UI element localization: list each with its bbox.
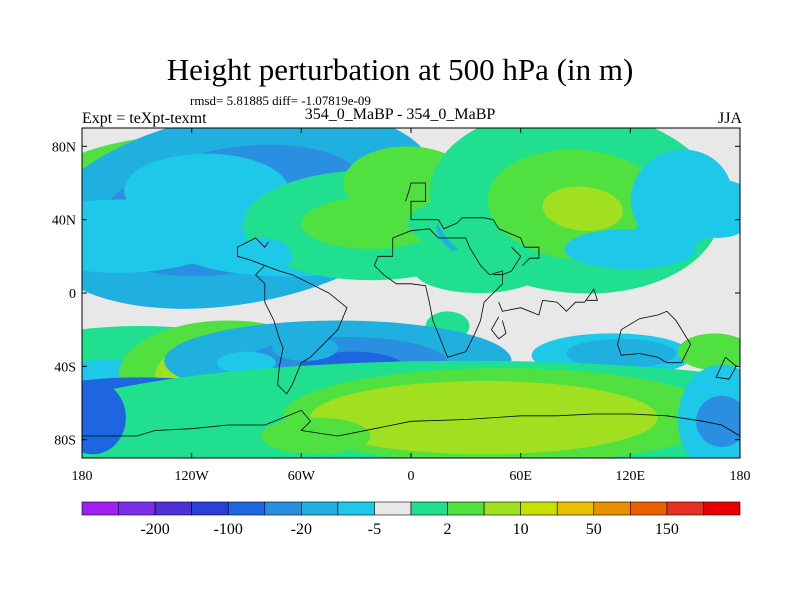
coastline [255, 265, 348, 395]
axes: 180 120W 60W 0 60E 120E 180 80N 40N 0 40S 80S [52, 128, 751, 484]
contour-region [217, 351, 276, 374]
coastline [411, 217, 540, 266]
contour-region [677, 179, 740, 238]
colorbar-label: 50 [586, 521, 602, 538]
colorbar-box [264, 501, 302, 516]
y-tick-label: 80S [54, 434, 76, 449]
colorbar-label: -20 [291, 521, 312, 538]
colorbar-box [227, 501, 266, 516]
contour-region [542, 186, 623, 231]
x-tick-label: 120E [616, 469, 646, 484]
x-tick-label: 60W [288, 469, 316, 484]
colorbar-box [703, 501, 741, 516]
colorbar-box [337, 501, 375, 516]
coastline [715, 356, 737, 380]
y-tick-label: 40S [54, 360, 76, 375]
y-tick-label: 40N [52, 214, 76, 229]
contour-field [82, 128, 740, 458]
colorbar-box [154, 501, 192, 516]
contour-region [677, 333, 740, 370]
season-label: JJA [717, 110, 742, 127]
contour-region [261, 417, 371, 455]
chart-title: Height perturbation at 500 hPa (in m) [166, 52, 634, 87]
case-label: 354_0_MaBP - 354_0_MaBP [304, 106, 496, 123]
colorbar-label: 10 [513, 521, 529, 538]
x-tick-label: 180 [730, 469, 751, 484]
coastline [498, 288, 598, 316]
colorbar-label: -100 [214, 521, 243, 538]
x-tick-label: 180 [72, 469, 93, 484]
colorbar-label: 2 [444, 521, 452, 538]
coastline [493, 246, 522, 276]
x-tick-label: 120W [175, 469, 210, 484]
colorbar-box [483, 501, 521, 516]
coastline [490, 316, 507, 340]
coastline [374, 228, 503, 358]
coastline [405, 182, 426, 220]
colorbar-box [118, 501, 156, 516]
contour-region [272, 335, 338, 361]
coastlines [82, 182, 740, 437]
y-tick-label: 0 [69, 287, 76, 302]
contour-region [632, 219, 677, 257]
colorbar-label: -5 [368, 521, 381, 538]
contour-region [237, 238, 293, 275]
colorbar-box [593, 501, 631, 516]
colorbar-box [556, 501, 595, 516]
colorbar-box [301, 501, 339, 516]
contour-region [566, 338, 677, 369]
colorbar-box [410, 501, 448, 516]
colorbar-box [666, 501, 704, 516]
colorbar: -200 -100 -20 -5 2 10 50 150 [81, 501, 741, 538]
coastline [82, 409, 740, 437]
y-tick-label: 80N [52, 140, 76, 155]
x-tick-label: 60E [509, 469, 532, 484]
x-tick-label: 0 [408, 469, 415, 484]
colorbar-box [374, 501, 412, 516]
colorbar-label: 150 [655, 521, 679, 538]
contour-region [696, 395, 740, 447]
contour-region [310, 381, 658, 455]
colorbar-box [520, 501, 558, 516]
experiment-label: Expt = teXpt-texmt [82, 110, 207, 127]
stats-label: rmsd= 5.81885 diff= -1.07819e-09 [190, 93, 371, 108]
coastline [617, 310, 692, 364]
colorbar-box [447, 501, 485, 516]
colorbar-box [191, 501, 229, 516]
colorbar-label: -200 [140, 521, 169, 538]
colorbar-box [630, 501, 668, 516]
coastline [237, 237, 269, 266]
colorbar-box [81, 501, 119, 516]
